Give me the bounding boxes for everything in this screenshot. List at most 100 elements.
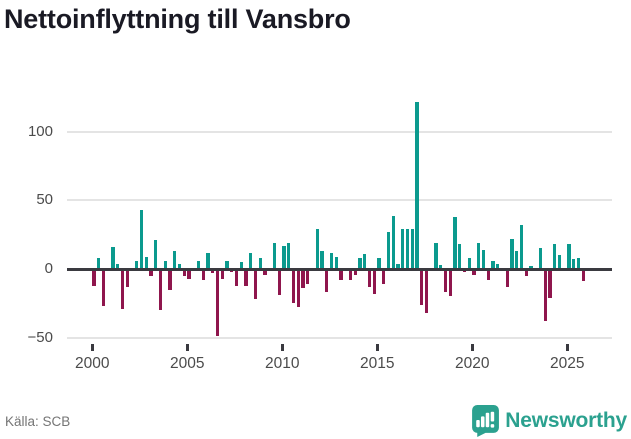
bar-2018Q4 — [448, 269, 452, 297]
bar-2024Q2 — [553, 244, 557, 269]
bar-2010Q2 — [287, 242, 291, 269]
bar-2015Q4 — [391, 215, 395, 269]
page-title: Nettoinflyttning till Vansbro — [4, 4, 351, 34]
x-axis-label-2015: 2015 — [360, 355, 395, 372]
bar-2004Q1 — [168, 269, 172, 290]
bar-2006Q1 — [206, 252, 210, 269]
x-axis-tick-2010 — [280, 344, 284, 351]
bar-2000Q1 — [92, 269, 96, 286]
x-axis-label-2005: 2005 — [170, 355, 205, 372]
x-axis-tick-2025 — [565, 344, 569, 351]
bar-2012Q4 — [334, 256, 338, 269]
bar-2020Q2 — [477, 242, 481, 269]
bar-2015Q2 — [382, 269, 386, 285]
bar-2003Q4 — [163, 260, 167, 269]
newsworthy-wordmark: Newsworthy — [505, 409, 627, 432]
bar-2009Q3 — [272, 242, 277, 269]
bar-2020Q4 — [486, 269, 490, 280]
bar-2021Q2 — [496, 263, 500, 269]
bar-2009Q1 — [263, 269, 267, 275]
bar-2015Q3 — [386, 232, 391, 269]
bar-2024Q3 — [557, 255, 562, 269]
x-axis-label-2010: 2010 — [265, 355, 300, 372]
bar-2015Q1 — [377, 258, 381, 269]
bar-2008Q1 — [244, 269, 248, 286]
bar-2004Q3 — [177, 263, 182, 269]
newsworthy-logo-icon — [471, 405, 500, 437]
bar-2007Q1 — [225, 260, 229, 269]
gridline-50 — [67, 199, 612, 202]
bar-2006Q3 — [215, 269, 220, 337]
x-axis-tick-2020 — [470, 344, 474, 351]
bar-2019Q1 — [453, 216, 457, 269]
bar-2019Q2 — [458, 244, 462, 269]
bar-2007Q3 — [234, 269, 239, 286]
bar-2007Q4 — [239, 262, 243, 269]
bar-2014Q3 — [367, 269, 372, 287]
bar-2009Q4 — [277, 269, 281, 296]
bar-2018Q1 — [434, 242, 438, 269]
bar-2010Q3 — [291, 269, 296, 304]
bar-2025Q1 — [567, 244, 571, 269]
bar-2016Q2 — [401, 229, 405, 269]
bar-2022Q2 — [515, 251, 519, 269]
gridline--50 — [67, 336, 612, 339]
zero-axis-line — [67, 267, 612, 271]
bar-2012Q2 — [325, 269, 329, 293]
bar-2005Q3 — [196, 260, 201, 269]
bar-2008Q3 — [253, 269, 258, 300]
bar-2006Q4 — [220, 269, 224, 279]
bar-2000Q2 — [97, 258, 101, 269]
bar-2025Q3 — [576, 258, 581, 269]
bar-2001Q3 — [120, 269, 125, 309]
bar-2010Q1 — [282, 245, 286, 269]
bar-2022Q1 — [510, 238, 514, 269]
bar-2024Q1 — [548, 269, 552, 298]
bar-2008Q4 — [258, 258, 262, 269]
newsworthy-logo-link[interactable]: Newsworthy — [471, 405, 627, 437]
bar-2006Q2 — [211, 269, 215, 274]
bar-2005Q1 — [187, 269, 191, 279]
bar-2017Q1 — [415, 101, 419, 269]
bar-2003Q2 — [154, 240, 158, 269]
bar-2018Q2 — [439, 264, 443, 269]
bar-2013Q3 — [348, 269, 353, 280]
x-axis-label-2020: 2020 — [455, 355, 490, 372]
x-axis-label-2000: 2000 — [75, 355, 110, 372]
bar-2012Q1 — [320, 251, 324, 269]
gridline-100 — [67, 130, 612, 133]
x-axis-label-2025: 2025 — [550, 355, 585, 372]
bar-2016Q3 — [405, 229, 410, 269]
y-axis-label-0: 0 — [44, 260, 53, 277]
bar-2004Q4 — [182, 269, 186, 276]
bar-2012Q3 — [329, 252, 334, 269]
bar-2016Q4 — [410, 229, 414, 269]
bar-2022Q4 — [524, 269, 528, 276]
bar-2013Q4 — [353, 269, 357, 275]
bar-2021Q4 — [505, 269, 509, 287]
bar-2014Q2 — [363, 253, 367, 269]
bar-2019Q4 — [467, 258, 471, 269]
bar-2002Q4 — [144, 256, 148, 269]
bar-2014Q1 — [358, 258, 362, 269]
bar-2017Q2 — [420, 269, 424, 305]
bar-2020Q1 — [472, 269, 476, 275]
bar-2017Q3 — [424, 269, 429, 313]
bar-2001Q1 — [111, 247, 115, 269]
bar-2013Q1 — [339, 269, 343, 280]
bar-2010Q4 — [296, 269, 300, 308]
bar-2003Q3 — [158, 269, 163, 311]
x-axis-tick-2000 — [90, 344, 94, 351]
bar-2002Q3 — [139, 210, 144, 269]
bar-2021Q1 — [491, 260, 495, 269]
bar-2005Q4 — [201, 269, 205, 280]
bar-2003Q1 — [149, 269, 153, 276]
bar-2016Q1 — [396, 263, 400, 269]
bar-2011Q4 — [315, 229, 319, 269]
bar-2025Q4 — [581, 269, 585, 282]
bar-2020Q3 — [481, 249, 486, 269]
bar-2014Q4 — [372, 269, 376, 294]
bar-2011Q1 — [301, 269, 305, 289]
x-axis-tick-2005 — [185, 344, 189, 351]
